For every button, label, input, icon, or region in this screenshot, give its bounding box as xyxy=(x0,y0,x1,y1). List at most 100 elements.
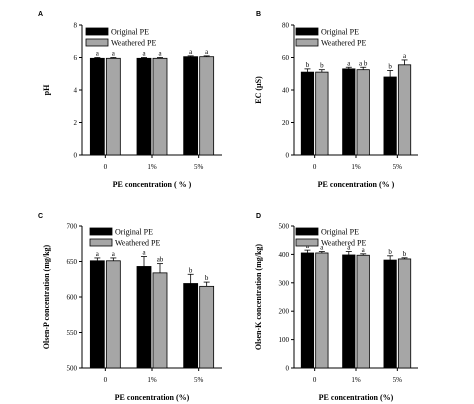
significance-letter: a xyxy=(347,59,351,67)
x-tick-label: 0 xyxy=(104,163,108,171)
significance-letter: b xyxy=(388,63,392,71)
y-tick-label: 650 xyxy=(67,258,78,266)
y-tick-label: 8 xyxy=(74,22,78,30)
bar-weathered xyxy=(356,69,370,156)
significance-letter: a xyxy=(189,48,193,56)
significance-letter: b xyxy=(388,248,392,256)
significance-letter: a b xyxy=(359,59,368,67)
significance-letter: ab xyxy=(157,256,164,264)
legend-label: Original PE xyxy=(321,28,359,37)
y-tick-label: 80 xyxy=(282,22,290,30)
x-axis-title: PE concentration (%) xyxy=(115,393,190,402)
legend-label: Weathered PE xyxy=(115,239,160,248)
panel-letter: D xyxy=(256,213,261,220)
bar-original xyxy=(183,283,199,369)
y-tick-label: 60 xyxy=(282,54,290,62)
significance-letter: b xyxy=(320,62,324,70)
legend-swatch-weathered xyxy=(89,238,113,247)
y-tick-label: 20 xyxy=(282,119,290,127)
x-tick-label: 0 xyxy=(313,376,317,384)
bar-original xyxy=(383,259,397,369)
legend-label: Original PE xyxy=(321,228,359,237)
significance-letter: b xyxy=(403,250,407,258)
bar-original xyxy=(300,252,315,369)
bar-original xyxy=(136,266,152,369)
y-tick-label: 0 xyxy=(286,365,290,373)
legend-label: Original PE xyxy=(111,28,149,37)
bar-original xyxy=(300,71,315,156)
bar-weathered xyxy=(199,56,215,156)
significance-letter: a xyxy=(112,250,116,258)
significance-letter: a xyxy=(320,244,324,252)
legend-label: Weathered PE xyxy=(111,39,156,48)
panels: A 0 2 4 6 8 pH PE concentration ( % ) 0 a a 1% a a 5% a… xyxy=(38,11,418,402)
y-tick-label: 550 xyxy=(67,329,78,337)
chart-panel-c: C 500 550 600 650 700 Olsen-P concentration (m… xyxy=(38,213,222,402)
bar-weathered xyxy=(152,57,168,156)
significance-letter: b xyxy=(306,61,310,69)
significance-letter: a xyxy=(112,50,116,58)
bar-original xyxy=(136,57,152,156)
x-axis-title: PE concentration (%) xyxy=(319,393,394,402)
significance-letter: a xyxy=(403,52,407,60)
y-tick-label: 700 xyxy=(67,223,78,231)
bar-weathered xyxy=(152,272,168,369)
panel-letter: B xyxy=(256,11,261,18)
bar-original xyxy=(342,68,356,156)
significance-letter: b xyxy=(205,274,209,282)
bar-weathered xyxy=(356,254,370,369)
y-tick-label: 4 xyxy=(74,87,78,95)
legend-swatch-original xyxy=(295,27,319,36)
x-tick-label: 1% xyxy=(351,376,361,384)
bar-original xyxy=(89,260,105,369)
x-axis-title: PE concentration ( % ) xyxy=(113,180,192,189)
legend-swatch-original xyxy=(85,27,109,36)
bar-original xyxy=(383,76,397,156)
y-tick-label: 400 xyxy=(279,251,290,259)
bar-original xyxy=(183,56,199,156)
bar-weathered xyxy=(315,252,329,369)
x-tick-label: 1% xyxy=(147,376,157,384)
x-tick-label: 0 xyxy=(313,163,317,171)
chart-panel-a: A 0 2 4 6 8 pH PE concentration ( % ) 0 a a 1% a a 5% a… xyxy=(38,11,222,189)
x-tick-label: 1% xyxy=(147,163,157,171)
chart-panel-d: D 0 100 200 300 400 500 Olsen-K concentration (… xyxy=(254,213,418,402)
bar-original xyxy=(89,57,105,156)
y-tick-label: 500 xyxy=(67,365,78,373)
y-tick-label: 0 xyxy=(74,152,78,160)
y-axis-title: EC (µS) xyxy=(254,76,263,104)
significance-letter: a xyxy=(96,50,100,58)
legend-swatch-original xyxy=(89,227,113,236)
bar-weathered xyxy=(105,260,121,369)
bar-weathered xyxy=(199,285,215,369)
legend-label: Weathered PE xyxy=(321,239,366,248)
significance-letter: a xyxy=(362,246,366,254)
x-tick-label: 5% xyxy=(194,376,204,384)
significance-letter: a xyxy=(142,249,146,257)
y-axis-title: Olsen-K concentration (mg/kg) xyxy=(254,244,263,351)
y-tick-label: 200 xyxy=(279,308,290,316)
significance-letter: a xyxy=(158,50,162,58)
x-tick-label: 1% xyxy=(351,163,361,171)
bar-weathered xyxy=(315,71,329,156)
x-axis-title: PE concentration (% ) xyxy=(318,180,395,189)
legend-swatch-weathered xyxy=(295,238,319,247)
y-axis-title: Olsen-P concentration (mg/kg) xyxy=(42,244,51,349)
bar-weathered xyxy=(105,57,121,156)
significance-letter: a xyxy=(347,244,351,252)
x-tick-label: 5% xyxy=(393,376,403,384)
y-tick-label: 300 xyxy=(279,279,290,287)
legend-swatch-weathered xyxy=(295,38,319,47)
bar-weathered xyxy=(397,258,412,369)
significance-letter: a xyxy=(142,50,146,58)
x-tick-label: 5% xyxy=(393,163,403,171)
legend-swatch-weathered xyxy=(85,38,109,47)
significance-letter: a xyxy=(205,48,209,56)
significance-letter: a xyxy=(96,250,100,258)
bar-original xyxy=(342,254,356,369)
y-tick-label: 2 xyxy=(74,119,78,127)
y-tick-label: 0 xyxy=(286,152,290,160)
x-tick-label: 0 xyxy=(104,376,108,384)
legend-swatch-original xyxy=(295,227,319,236)
